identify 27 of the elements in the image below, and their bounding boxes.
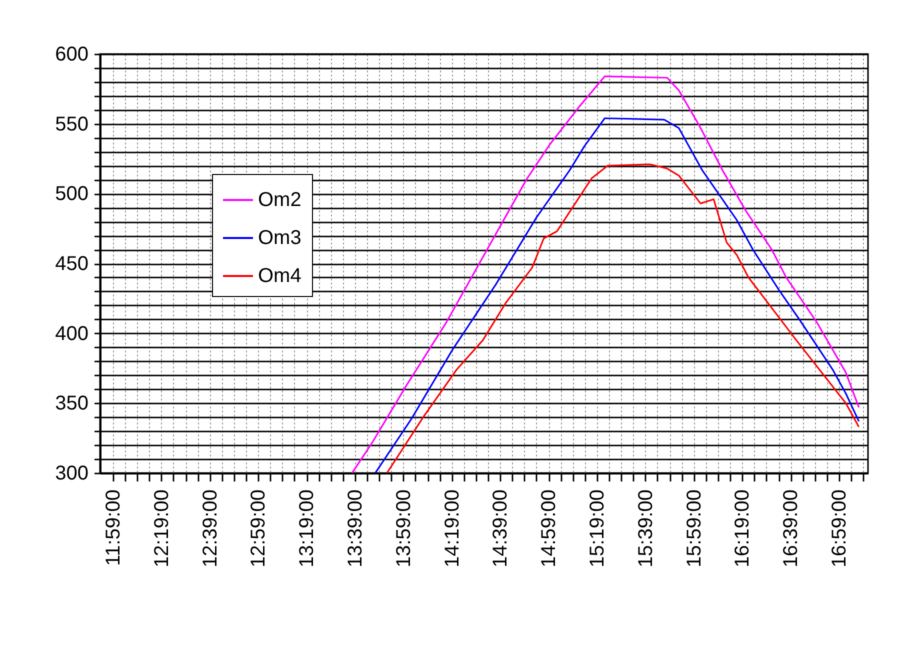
x-tick-label: 16:59:00 <box>828 490 850 568</box>
x-tick-label: 16:39:00 <box>780 490 802 568</box>
x-tick-label: 13:39:00 <box>344 490 366 568</box>
y-tick-label: 350 <box>55 392 88 415</box>
y-tick-label: 500 <box>55 183 88 206</box>
y-tick-label: 550 <box>55 113 88 136</box>
y-tick-label: 400 <box>55 322 88 345</box>
x-tick-label: 12:19:00 <box>150 490 173 568</box>
line-series <box>386 164 860 473</box>
x-tick-label: 13:19:00 <box>296 490 318 568</box>
legend-label: Om2 <box>258 189 302 211</box>
x-tick-label: 15:59:00 <box>683 490 706 568</box>
x-tick-label: 12:59:00 <box>248 490 270 568</box>
x-tick-label: 15:39:00 <box>634 490 657 568</box>
x-tick-label: 14:59:00 <box>538 490 560 568</box>
x-tick-label: 13:59:00 <box>392 490 415 568</box>
x-tick-label: 14:19:00 <box>441 490 464 568</box>
x-tick-label: 12:39:00 <box>199 490 222 568</box>
x-tick-label: 14:39:00 <box>490 490 512 568</box>
x-tick-label: 11:59:00 <box>102 490 124 566</box>
y-tick-label: 450 <box>55 253 88 275</box>
legend-label: Om3 <box>258 227 302 249</box>
x-tick-label: 16:19:00 <box>732 490 754 568</box>
legend-label: Om4 <box>258 265 302 287</box>
y-tick-label: 600 <box>55 44 88 66</box>
y-tick-label: 300 <box>55 462 88 484</box>
x-tick-label: 15:19:00 <box>586 490 608 568</box>
